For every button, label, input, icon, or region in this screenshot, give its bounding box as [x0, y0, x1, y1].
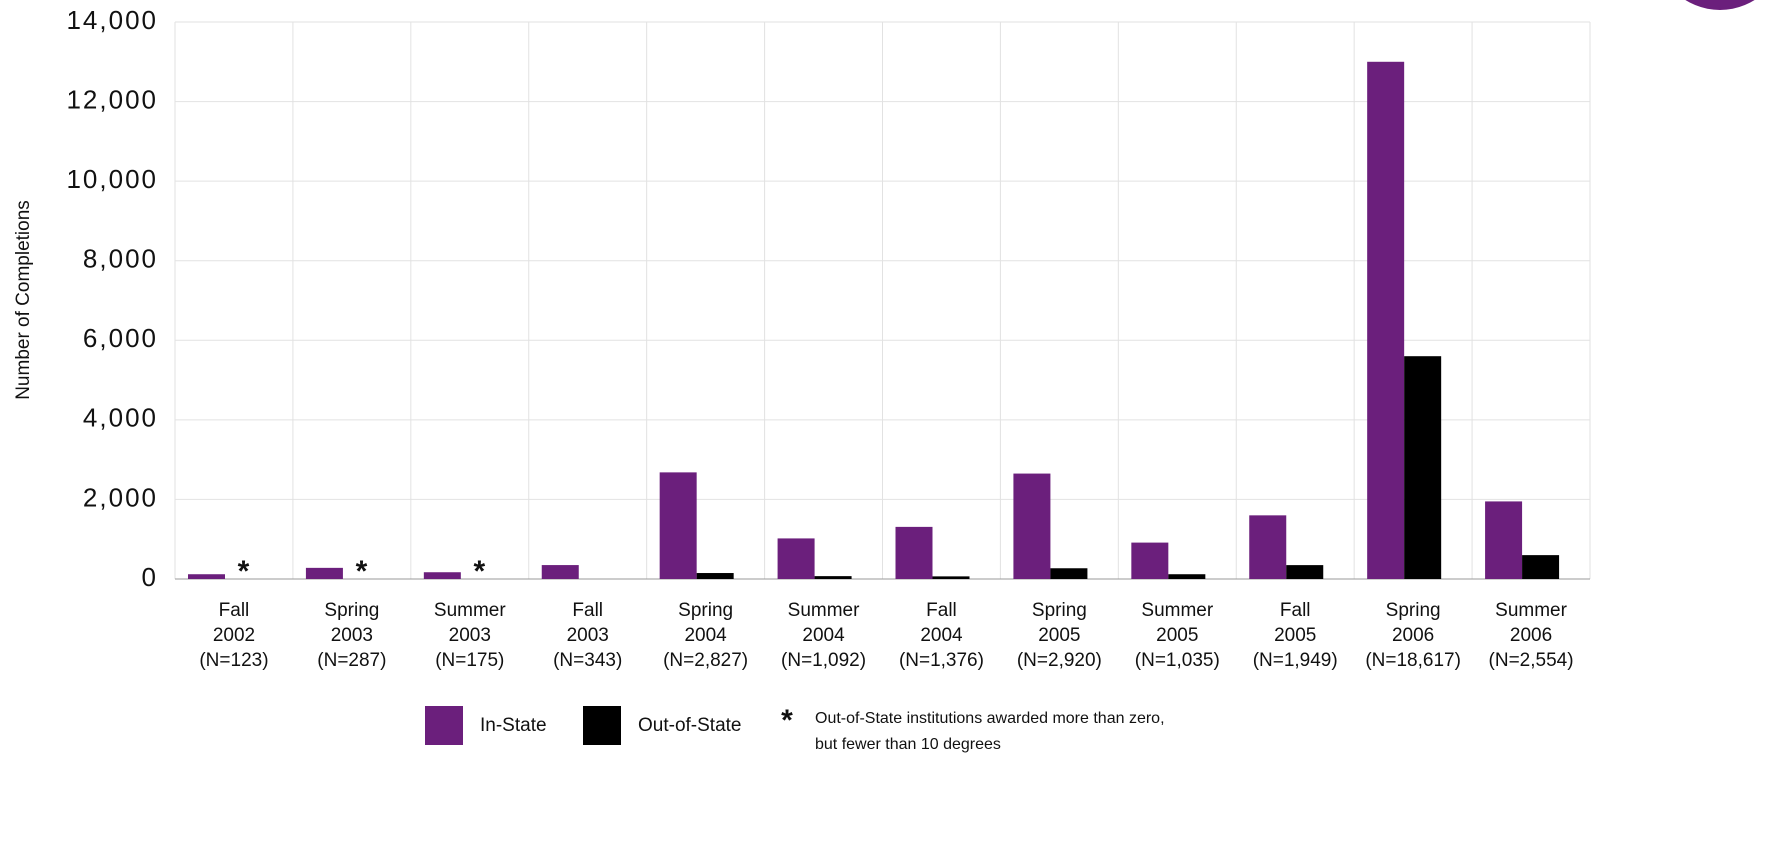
- bar: [1249, 515, 1287, 579]
- bar: [1485, 501, 1523, 579]
- x-tick-label: (N=287): [317, 650, 386, 671]
- legend-footnote-symbol: *: [781, 704, 793, 737]
- x-tick-label: Spring: [324, 600, 379, 621]
- x-tick-label: (N=1,035): [1135, 650, 1220, 671]
- y-tick-label: 0: [142, 562, 158, 592]
- footnote-marker: *: [473, 555, 485, 588]
- x-tick-label: 2005: [1156, 625, 1198, 646]
- x-tick-label: Fall: [926, 600, 957, 621]
- footnote-text: but fewer than 10 degrees: [815, 736, 1001, 753]
- x-tick-label: (N=1,376): [899, 650, 984, 671]
- x-tick-label: 2004: [920, 625, 963, 646]
- bar: [1013, 473, 1051, 579]
- bar: [895, 526, 933, 579]
- bar: [777, 538, 815, 579]
- x-tick-label: 2004: [684, 625, 727, 646]
- x-tick-label: 2005: [1038, 625, 1080, 646]
- x-tick-label: Fall: [1280, 600, 1311, 621]
- y-tick-label: 14,000: [66, 5, 158, 35]
- x-tick-label: Summer: [788, 600, 860, 621]
- bar: [814, 576, 852, 579]
- footnote-marker: *: [238, 555, 250, 588]
- footnote-marker: *: [356, 555, 368, 588]
- x-tick-label: Fall: [572, 600, 603, 621]
- x-tick-label: 2003: [567, 625, 609, 646]
- bar: [1404, 356, 1442, 579]
- x-tick-label: Summer: [1141, 600, 1213, 621]
- x-tick-label: 2002: [213, 625, 255, 646]
- x-tick-label: (N=123): [199, 650, 268, 671]
- x-tick-label: Fall: [219, 600, 250, 621]
- legend-swatch: [425, 706, 463, 745]
- x-tick-label: (N=2,827): [663, 650, 748, 671]
- legend-swatch: [583, 706, 621, 745]
- bar: [1168, 574, 1206, 579]
- bar: [1131, 542, 1169, 579]
- x-tick-label: 2006: [1392, 625, 1434, 646]
- x-tick-label: (N=1,092): [781, 650, 866, 671]
- bar: [932, 576, 970, 579]
- x-tick-label: (N=1,949): [1253, 650, 1338, 671]
- x-tick-label: Spring: [678, 600, 733, 621]
- bar: [659, 472, 697, 579]
- x-tick-label: (N=175): [435, 650, 504, 671]
- bar: [1286, 565, 1324, 579]
- x-tick-label: 2005: [1274, 625, 1316, 646]
- bar: [1050, 568, 1088, 579]
- x-tick-label: (N=343): [553, 650, 622, 671]
- legend-label: Out-of-State: [638, 715, 742, 736]
- bar: [423, 572, 461, 579]
- x-tick-label: 2003: [331, 625, 373, 646]
- x-tick-label: Spring: [1032, 600, 1087, 621]
- x-tick-label: Summer: [434, 600, 506, 621]
- x-tick-label: (N=2,920): [1017, 650, 1102, 671]
- y-tick-label: 2,000: [83, 482, 158, 512]
- x-tick-label: 2006: [1510, 625, 1552, 646]
- x-tick-label: 2003: [449, 625, 491, 646]
- y-tick-label: 10,000: [66, 164, 158, 194]
- bar: [188, 574, 225, 579]
- y-axis-label: Number of Completions: [13, 200, 34, 400]
- y-tick-label: 8,000: [83, 244, 158, 274]
- legend-label: In-State: [480, 715, 547, 736]
- x-tick-label: (N=18,617): [1365, 650, 1461, 671]
- logo-fragment: [1685, 0, 1755, 10]
- bar: [1367, 61, 1405, 580]
- x-tick-label: Spring: [1386, 600, 1441, 621]
- bar: [305, 567, 343, 579]
- bar: [1522, 555, 1560, 579]
- footnote-text: Out-of-State institutions awarded more t…: [815, 710, 1165, 727]
- bar: [541, 565, 579, 579]
- y-tick-label: 6,000: [83, 323, 158, 353]
- x-tick-label: 2004: [802, 625, 845, 646]
- x-tick-label: (N=2,554): [1489, 650, 1574, 671]
- y-tick-label: 4,000: [83, 403, 158, 433]
- x-tick-label: Summer: [1495, 600, 1567, 621]
- y-tick-label: 12,000: [66, 84, 158, 114]
- bar: [696, 573, 734, 579]
